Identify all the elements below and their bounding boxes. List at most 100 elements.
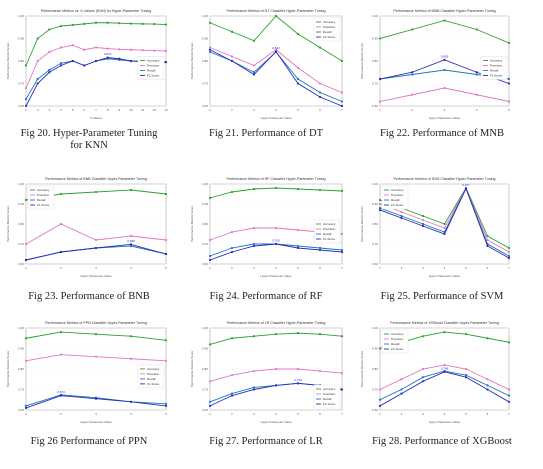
x-tick-label: 7 <box>508 412 510 416</box>
data-point <box>24 337 28 340</box>
data-point <box>296 367 300 371</box>
x-tick-label: 5 <box>165 412 167 416</box>
chart-panel-4: Performance Metrics of BNB Classifier Hy… <box>4 172 172 280</box>
data-point <box>507 77 511 81</box>
data-point <box>59 394 63 397</box>
legend-entry: Accuracy <box>147 59 160 63</box>
data-point <box>59 222 63 226</box>
data-point <box>486 238 489 242</box>
data-point <box>36 77 39 81</box>
legend-entry: F1-Score <box>391 347 404 351</box>
y-axis-label: Performance Metrics Score <box>190 43 194 80</box>
chart-title: Performance Metrics of XGBoost Classifie… <box>390 321 499 325</box>
y-tick-label: 1.00 <box>372 14 378 18</box>
data-point <box>274 14 278 18</box>
x-tick-label: 1 <box>379 266 381 270</box>
peak-annotation: 0.977 <box>462 183 470 187</box>
x-tick-label: 4 <box>275 108 277 112</box>
data-point <box>486 388 489 391</box>
data-point <box>252 39 256 42</box>
data-point <box>507 41 511 45</box>
data-point <box>296 228 300 232</box>
data-point <box>507 341 511 344</box>
chart-svg: Performance Metrics vs. K-Values (KNN) f… <box>6 9 168 120</box>
data-point <box>296 244 300 248</box>
data-point <box>208 50 212 54</box>
chart-title: Performance Metrics of RF Classifier Hyp… <box>226 177 325 181</box>
data-point <box>318 246 322 250</box>
x-tick-label: 7 <box>341 266 343 270</box>
x-tick-label: 1 <box>25 108 27 112</box>
x-tick-label: 6 <box>319 412 321 416</box>
data-point <box>411 71 414 74</box>
data-point <box>318 248 322 252</box>
x-tick-label: 4 <box>60 108 62 112</box>
x-tick-label: 5 <box>165 266 167 270</box>
data-point <box>24 198 28 202</box>
y-tick-label: 0.90 <box>202 347 208 351</box>
figure-caption: Fig 22. Performance of MNB <box>380 128 504 139</box>
data-point <box>129 335 133 338</box>
y-axis-label: Performance Metrics Score <box>360 206 364 243</box>
x-tick-label: 7 <box>341 412 343 416</box>
data-point <box>340 104 344 108</box>
data-point <box>252 226 256 230</box>
data-point <box>475 93 478 96</box>
chart-panel-2: Performance Metrics of DT Classifier Hyp… <box>188 4 348 122</box>
data-point <box>443 370 446 373</box>
legend-entry: Precision <box>323 25 336 29</box>
legend-entry: Precision <box>490 64 503 68</box>
x-tick-label: 1 <box>25 266 27 270</box>
x-tick-label: 5 <box>508 108 510 112</box>
legend-entry: Recall <box>37 198 46 202</box>
legend-entry: Recall <box>147 377 156 381</box>
y-tick-label: 0.90 <box>18 202 24 206</box>
data-point <box>507 254 511 258</box>
x-tick-label: 3 <box>444 108 446 112</box>
x-tick-label: 5 <box>72 108 74 112</box>
chart-panel-9: Performance Metrics of XGBoost Classifie… <box>358 316 515 426</box>
data-point <box>318 95 322 99</box>
data-point <box>507 100 511 103</box>
y-axis-label: Performance Metrics Score <box>360 351 364 388</box>
chart-title: Performance Metrics of BNB Classifier Hy… <box>45 177 147 181</box>
chart-svg: Performance Metrics of XGBoost Classifie… <box>360 321 511 424</box>
x-tick-label: 4 <box>130 266 132 270</box>
y-tick-label: 0.80 <box>372 59 378 63</box>
data-point <box>164 404 168 407</box>
y-tick-label: 0.80 <box>202 222 208 226</box>
data-point <box>141 22 144 25</box>
data-point <box>411 93 414 96</box>
x-tick-label: 1 <box>209 108 211 112</box>
legend-entry: F1-Score <box>323 402 336 406</box>
data-point <box>153 49 156 52</box>
data-point <box>252 386 256 389</box>
y-tick-label: 0.80 <box>202 367 208 371</box>
x-tick-label: 2 <box>60 412 62 416</box>
data-point <box>164 61 168 64</box>
data-point <box>400 378 403 381</box>
data-point <box>230 394 234 397</box>
y-tick-label: 0.90 <box>372 347 378 351</box>
x-tick-label: 3 <box>253 412 255 416</box>
x-axis-label: Hyper-Parameter Value <box>429 116 461 120</box>
data-point <box>486 234 489 238</box>
data-point <box>208 196 212 200</box>
x-tick-label: 3 <box>422 412 424 416</box>
data-point <box>340 59 344 63</box>
figure-caption: Fig 21. Performance of DT <box>208 128 323 139</box>
x-tick-label: 1 <box>379 108 381 112</box>
x-axis-label: Hyper-Parameter Value <box>260 420 292 424</box>
x-tick-label: 12 <box>153 108 157 112</box>
chart-panel-8: Performance Metrics of LR Classifier Hyp… <box>188 316 348 426</box>
legend-entry: F1-Score <box>323 35 336 39</box>
data-point <box>340 335 344 338</box>
data-point <box>252 369 256 373</box>
data-point <box>106 56 109 59</box>
x-tick-label: 4 <box>275 266 277 270</box>
data-point <box>296 82 300 85</box>
y-tick-label: 1.00 <box>372 182 378 186</box>
